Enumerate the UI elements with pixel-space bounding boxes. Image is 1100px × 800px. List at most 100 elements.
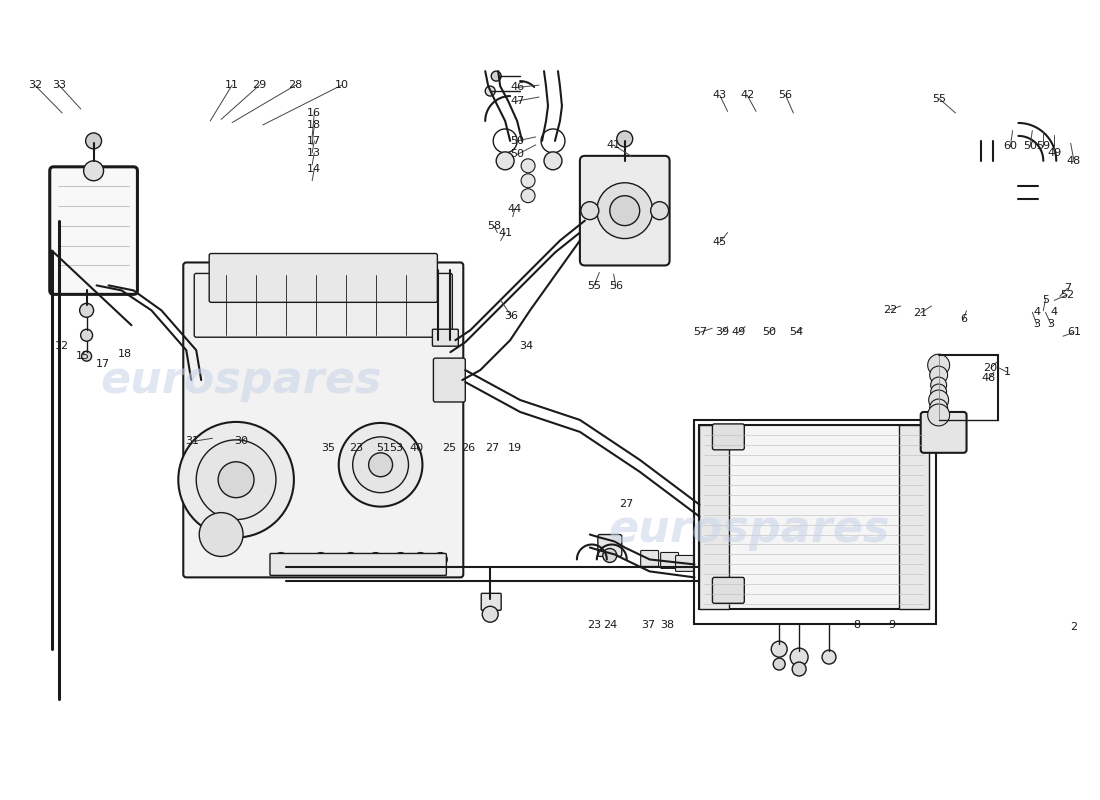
Text: 35: 35 [321, 443, 336, 453]
Circle shape [414, 553, 428, 566]
Circle shape [218, 462, 254, 498]
Circle shape [617, 131, 632, 147]
Text: 27: 27 [485, 443, 499, 453]
Text: 52: 52 [1060, 290, 1075, 300]
Bar [694, 420, 936, 624]
FancyBboxPatch shape [597, 534, 622, 557]
Text: 16: 16 [307, 108, 321, 118]
Circle shape [931, 384, 947, 400]
Circle shape [521, 159, 535, 173]
FancyBboxPatch shape [580, 156, 670, 266]
Text: 25: 25 [442, 443, 456, 453]
Circle shape [199, 513, 243, 557]
Text: 28: 28 [288, 80, 302, 90]
Text: 1: 1 [1003, 367, 1011, 377]
FancyBboxPatch shape [50, 167, 138, 294]
Text: 41: 41 [498, 227, 513, 238]
Text: 48: 48 [1067, 156, 1081, 166]
Text: 47: 47 [510, 96, 525, 106]
Text: 31: 31 [186, 437, 199, 446]
Text: 17: 17 [307, 136, 321, 146]
Text: 2: 2 [1070, 622, 1078, 632]
Text: 39: 39 [715, 327, 729, 338]
Circle shape [485, 86, 495, 96]
Text: 34: 34 [519, 341, 532, 350]
Text: 37: 37 [641, 620, 656, 630]
Text: 14: 14 [307, 164, 321, 174]
Text: 50: 50 [510, 150, 524, 159]
Text: 22: 22 [882, 305, 896, 315]
Circle shape [927, 354, 949, 376]
Text: 26: 26 [461, 443, 475, 453]
Text: 46: 46 [510, 82, 525, 93]
Text: 12: 12 [55, 341, 69, 350]
Text: 21: 21 [913, 308, 927, 318]
Circle shape [930, 366, 947, 384]
Circle shape [79, 303, 94, 318]
FancyBboxPatch shape [184, 262, 463, 578]
FancyBboxPatch shape [433, 358, 465, 402]
Text: 45: 45 [713, 237, 727, 247]
Circle shape [368, 453, 393, 477]
Text: 13: 13 [307, 148, 321, 158]
Text: 32: 32 [28, 80, 42, 90]
Bar [700, 425, 928, 610]
Text: 58: 58 [487, 222, 502, 231]
Text: 8: 8 [854, 620, 860, 630]
Text: 5: 5 [1042, 294, 1049, 305]
Text: 53: 53 [389, 443, 404, 453]
Circle shape [928, 390, 948, 410]
Text: 3: 3 [1033, 319, 1041, 330]
Text: 50: 50 [762, 327, 777, 338]
Text: 43: 43 [713, 90, 727, 101]
Circle shape [597, 182, 652, 238]
Circle shape [931, 377, 947, 393]
Text: 18: 18 [118, 349, 132, 358]
Text: 23: 23 [349, 443, 363, 453]
Text: 15: 15 [76, 351, 90, 361]
Text: 61: 61 [1067, 327, 1081, 338]
Text: 19: 19 [508, 443, 522, 453]
Circle shape [603, 549, 617, 562]
FancyBboxPatch shape [209, 254, 438, 302]
Circle shape [492, 71, 502, 81]
Circle shape [930, 399, 947, 417]
Circle shape [822, 650, 836, 664]
Circle shape [274, 553, 288, 566]
Text: 56: 56 [608, 281, 623, 291]
Text: 17: 17 [96, 359, 110, 369]
Circle shape [773, 658, 785, 670]
Text: 55: 55 [586, 281, 601, 291]
Text: eurospares: eurospares [608, 508, 890, 551]
Text: 49: 49 [1047, 148, 1062, 158]
Text: 9: 9 [889, 620, 895, 630]
Circle shape [81, 351, 91, 361]
Text: 50: 50 [1023, 142, 1037, 151]
Circle shape [368, 553, 383, 566]
Text: 38: 38 [660, 620, 674, 630]
Text: 29: 29 [252, 80, 266, 90]
Circle shape [433, 553, 448, 566]
Text: 4: 4 [1050, 306, 1058, 317]
FancyBboxPatch shape [481, 594, 502, 610]
Circle shape [609, 196, 640, 226]
FancyBboxPatch shape [432, 330, 459, 346]
Text: 40: 40 [409, 443, 424, 453]
FancyBboxPatch shape [713, 578, 745, 603]
Circle shape [521, 174, 535, 188]
Circle shape [178, 422, 294, 538]
Text: 60: 60 [1003, 142, 1018, 151]
FancyBboxPatch shape [713, 424, 745, 450]
Circle shape [771, 641, 788, 657]
Circle shape [84, 161, 103, 181]
Text: 54: 54 [790, 327, 804, 338]
Circle shape [482, 606, 498, 622]
Text: 11: 11 [226, 80, 239, 90]
Text: eurospares: eurospares [100, 358, 382, 402]
Circle shape [80, 330, 92, 342]
Text: 27: 27 [619, 498, 634, 509]
Circle shape [339, 423, 422, 506]
Text: 23: 23 [586, 620, 601, 630]
Circle shape [927, 404, 949, 426]
FancyBboxPatch shape [675, 555, 693, 571]
